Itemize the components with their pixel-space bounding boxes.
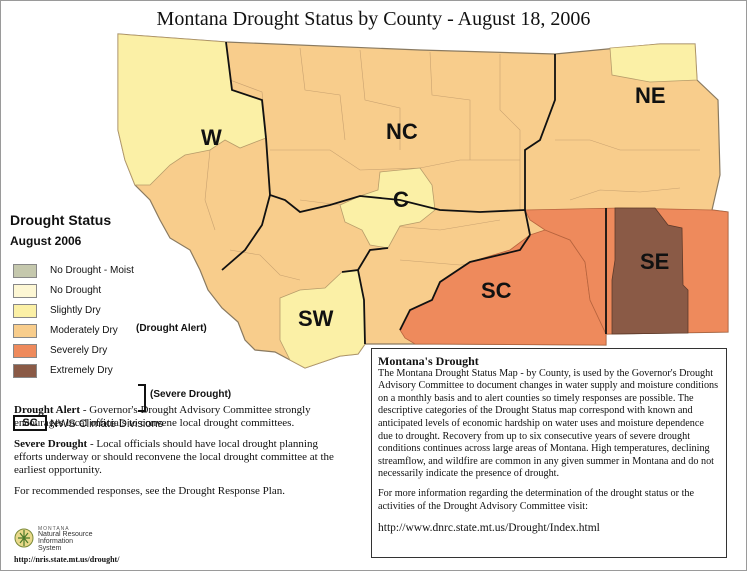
info-paragraph-2: For more information regarding the deter… bbox=[378, 487, 695, 512]
legend-item-label: Severely Dry bbox=[50, 345, 108, 356]
info-paragraph-1: The Montana Drought Status Map - by Coun… bbox=[378, 367, 719, 480]
legend-item-label: No Drought - Moist bbox=[50, 265, 134, 276]
severe-drought-text: - Local officials should have local drou… bbox=[14, 438, 334, 476]
nris-logo: MONTANA Natural Resource Information Sys… bbox=[14, 526, 134, 552]
region-ne-top bbox=[609, 43, 698, 83]
severe-bracket bbox=[138, 384, 146, 412]
legend-item-label: Slightly Dry bbox=[50, 305, 101, 316]
legend-item-label: No Drought bbox=[50, 285, 102, 296]
logo-small-text: MONTANA bbox=[38, 526, 70, 532]
legend-swatch bbox=[13, 364, 37, 378]
severe-drought-definition: Severe Drought - Local officials should … bbox=[14, 438, 344, 477]
legend-swatch bbox=[13, 284, 37, 298]
legend-swatch bbox=[13, 324, 37, 338]
nris-url-link[interactable]: http://nris.state.mt.us/drought/ bbox=[14, 555, 120, 564]
region-label-ne: NE bbox=[635, 83, 666, 108]
recommend-text: For recommended responses, see the Droug… bbox=[14, 485, 285, 497]
climate-division-lines bbox=[221, 41, 607, 345]
legend-item-label: Moderately Dry bbox=[50, 325, 118, 336]
logo-icon bbox=[14, 528, 34, 548]
region-label-se: SE bbox=[640, 249, 669, 274]
legend-swatch bbox=[13, 344, 37, 358]
info-heading: Montana's Drought bbox=[378, 354, 479, 368]
climate-division-box: SC bbox=[13, 415, 47, 431]
region-label-nc: NC bbox=[386, 119, 418, 144]
severe-drought-term: Severe Drought bbox=[14, 438, 88, 450]
region-label-sc: SC bbox=[481, 278, 512, 303]
legend: Drought Status August 2006 No Drought - … bbox=[10, 212, 360, 431]
severe-drought-note: (Severe Drought) bbox=[150, 389, 232, 400]
definitions: Drought Alert - Governor's Drought Advis… bbox=[14, 404, 344, 506]
region-label-c: C bbox=[393, 187, 409, 212]
region-label-w: W bbox=[201, 125, 222, 150]
info-box: Montana's Drought The Montana Drought St… bbox=[371, 348, 727, 558]
region-label-sw: SW bbox=[298, 306, 334, 331]
legend-swatch bbox=[13, 304, 37, 318]
region-se-extreme bbox=[611, 207, 689, 335]
drought-alert-text: - Governor's Drought Advisory Committee … bbox=[14, 404, 311, 429]
logo-line2: Information bbox=[38, 538, 74, 545]
logo-line1: Natural Resource bbox=[38, 531, 93, 538]
legend-title: Drought Status bbox=[10, 212, 112, 228]
logo-line3: System bbox=[38, 545, 62, 552]
info-url-link[interactable]: http://www.dnrc.state.mt.us/Drought/Inde… bbox=[378, 522, 600, 535]
legend-swatch bbox=[13, 264, 37, 278]
legend-item-label: Extremely Dry bbox=[50, 365, 113, 376]
climate-division-label: NWS Climate Divisions bbox=[50, 418, 164, 430]
drought-alert-note: (Drought Alert) bbox=[136, 323, 207, 334]
drought-alert-term: Drought Alert bbox=[14, 404, 81, 416]
drought-alert-definition: Drought Alert - Governor's Drought Advis… bbox=[14, 404, 344, 430]
legend-subtitle: August 2006 bbox=[10, 234, 82, 248]
map-title: Montana Drought Status by County - Augus… bbox=[156, 8, 591, 30]
